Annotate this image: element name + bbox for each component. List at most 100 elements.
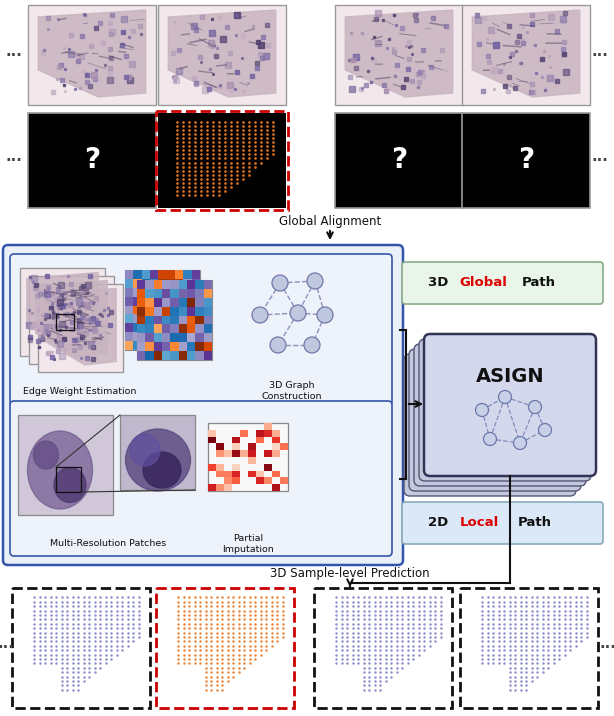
Point <box>178 132 188 144</box>
Point <box>45 627 55 639</box>
Point <box>251 591 260 603</box>
Point <box>184 644 194 656</box>
Point <box>565 591 575 603</box>
Point <box>408 609 418 621</box>
Point <box>278 605 288 616</box>
Point <box>251 596 260 608</box>
Point <box>436 601 446 612</box>
Point <box>516 679 526 691</box>
Bar <box>158 113 286 208</box>
Point <box>430 632 440 643</box>
Point <box>521 605 531 616</box>
Point <box>202 169 212 180</box>
Bar <box>175 279 184 288</box>
Point <box>560 632 570 643</box>
Point <box>494 636 503 647</box>
Point <box>190 132 200 144</box>
Point <box>532 644 542 656</box>
Bar <box>184 288 192 296</box>
Point <box>201 618 211 629</box>
Point <box>226 153 236 164</box>
Point <box>234 614 244 625</box>
Point <box>239 622 249 634</box>
Point <box>488 618 498 629</box>
Point <box>184 173 193 185</box>
Bar <box>232 478 240 484</box>
Point <box>95 614 105 625</box>
Point <box>549 605 559 616</box>
Bar <box>154 298 162 306</box>
Point <box>477 627 487 639</box>
Point <box>403 653 413 664</box>
Point <box>577 632 586 643</box>
Point <box>208 181 218 193</box>
Point <box>538 632 548 643</box>
Point <box>73 627 83 639</box>
Point <box>244 169 254 180</box>
Point <box>238 132 248 144</box>
Point <box>228 591 238 603</box>
Point <box>173 640 183 652</box>
Bar <box>166 279 175 288</box>
Point <box>565 627 575 639</box>
Point <box>359 653 368 664</box>
Point <box>62 671 72 682</box>
Point <box>505 671 515 682</box>
Point <box>381 609 391 621</box>
Point <box>56 675 66 687</box>
Point <box>128 601 138 612</box>
Point <box>516 622 526 634</box>
Point <box>494 596 503 608</box>
Point <box>370 622 379 634</box>
Point <box>101 627 111 639</box>
Point <box>386 614 396 625</box>
Point <box>73 601 83 612</box>
Text: ?: ? <box>518 147 534 175</box>
Point <box>201 640 211 652</box>
Point <box>201 671 211 682</box>
Point <box>220 181 230 193</box>
Point <box>195 636 205 647</box>
Point <box>381 618 391 629</box>
Point <box>577 609 586 621</box>
Point <box>228 636 238 647</box>
Point <box>212 662 222 674</box>
Point <box>106 596 116 608</box>
Point <box>494 601 503 612</box>
Point <box>370 653 379 664</box>
Point <box>201 653 211 664</box>
Point <box>217 644 227 656</box>
Point <box>483 636 492 647</box>
Point <box>516 649 526 660</box>
Point <box>234 591 244 603</box>
Point <box>34 605 44 616</box>
Point <box>554 605 564 616</box>
Point <box>106 618 116 629</box>
Point <box>414 618 424 629</box>
Point <box>477 653 487 664</box>
Bar <box>192 332 200 341</box>
Point <box>79 644 88 656</box>
Point <box>178 181 188 193</box>
Point <box>538 644 548 656</box>
Point <box>217 640 227 652</box>
Point <box>565 640 575 652</box>
Point <box>381 605 391 616</box>
Point <box>101 601 111 612</box>
Point <box>34 622 44 634</box>
Point <box>549 644 559 656</box>
Point <box>278 622 288 634</box>
Point <box>554 601 564 612</box>
Point <box>560 618 570 629</box>
Bar <box>335 113 463 208</box>
Point <box>178 117 188 128</box>
Bar <box>224 484 232 491</box>
Point <box>331 653 341 664</box>
Point <box>477 622 487 634</box>
Point <box>521 636 531 647</box>
Point <box>90 640 99 652</box>
Point <box>195 609 205 621</box>
Text: Partial
Imputation: Partial Imputation <box>222 534 274 553</box>
Point <box>532 658 542 669</box>
Point <box>106 609 116 621</box>
